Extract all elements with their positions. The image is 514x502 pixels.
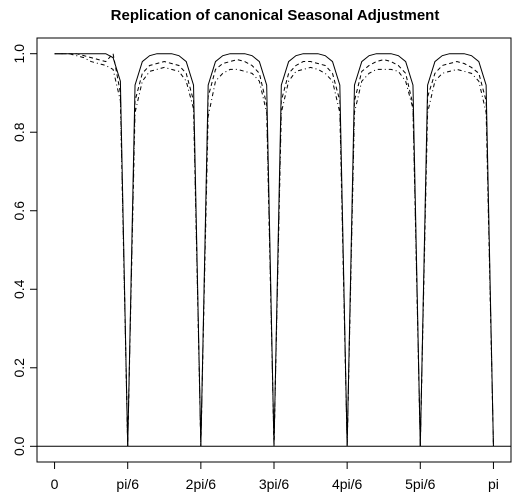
x-tick-label: 0 <box>51 476 59 492</box>
y-tick-label: 0.2 <box>11 358 27 378</box>
x-tick-label: 2pi/6 <box>186 476 217 492</box>
y-tick-label: 0.0 <box>11 436 27 456</box>
y-tick-label: 0.6 <box>11 201 27 221</box>
x-tick-label: pi/6 <box>116 476 139 492</box>
chart-title: Replication of canonical Seasonal Adjust… <box>111 7 440 24</box>
x-tick-label: 3pi/6 <box>259 476 290 492</box>
y-tick-label: 0.4 <box>11 279 27 299</box>
y-tick-label: 1.0 <box>11 44 27 64</box>
plot-frame <box>36 37 512 463</box>
series-line <box>54 53 494 447</box>
y-tick-label: 0.8 <box>11 122 27 142</box>
x-tick-label: 4pi/6 <box>332 476 363 492</box>
series-line <box>54 52 494 447</box>
x-tick-label: 5pi/6 <box>405 476 436 492</box>
x-tick-label: pi <box>488 476 499 492</box>
